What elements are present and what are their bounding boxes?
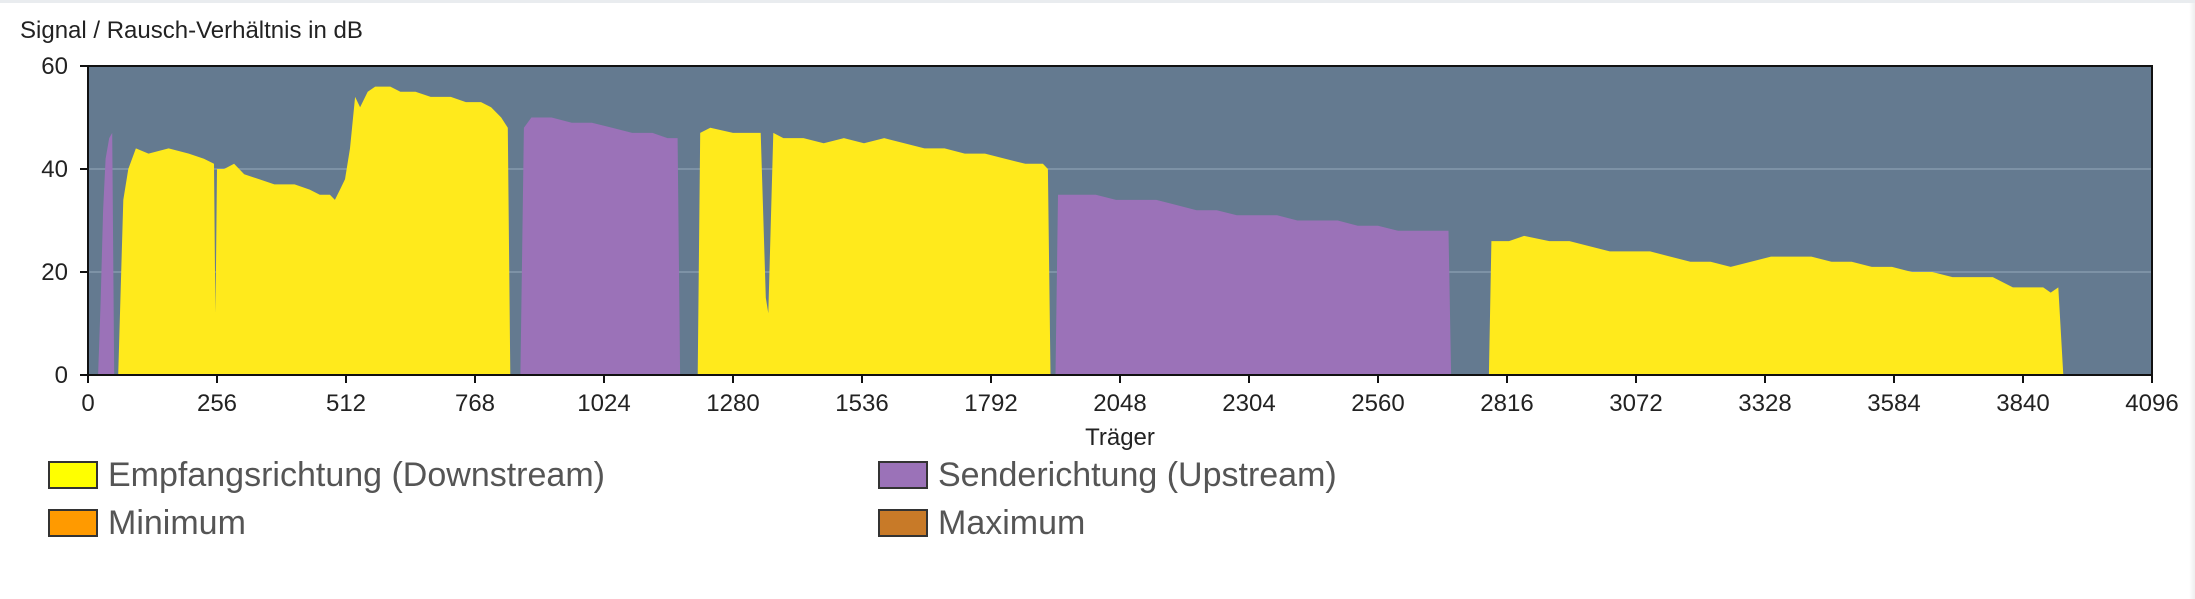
series-upstream-area-3 <box>1055 194 1452 375</box>
legend-item-minimum: Minimum <box>48 503 246 543</box>
series-downstream-area-2 <box>697 127 1051 375</box>
series-upstream-area-1 <box>98 132 115 375</box>
chart-title: Signal / Rausch-Verhältnis in dB <box>20 17 363 44</box>
x-tick-label-3840: 3840 <box>1996 390 2049 417</box>
snr-chart: 0 256 512 768 1024 1280 1536 1792 2048 2304 2560 28… <box>41 53 2178 451</box>
x-tick-label-2304: 2304 <box>1222 390 1275 417</box>
x-axis-label: Träger <box>1085 424 1155 451</box>
y-tick-label-0: 0 <box>55 362 68 389</box>
legend-label-downstream: Empfangsrichtung (Downstream) <box>108 455 605 494</box>
legend-swatch-maximum <box>878 509 928 537</box>
x-tick-label-1280: 1280 <box>706 390 759 417</box>
legend-swatch-minimum <box>48 509 98 537</box>
y-tick-label-40: 40 <box>41 156 68 183</box>
legend-item-upstream: Senderichtung (Upstream) <box>878 455 1337 495</box>
x-tick-label-256: 256 <box>197 390 237 417</box>
legend-item-maximum: Maximum <box>878 503 1085 543</box>
x-tick-label-512: 512 <box>326 390 366 417</box>
x-tick-label-0: 0 <box>81 390 94 417</box>
legend-label-maximum: Maximum <box>938 503 1086 542</box>
x-tick-label-1792: 1792 <box>964 390 1017 417</box>
x-tick-label-2048: 2048 <box>1093 390 1146 417</box>
x-tick-label-4096: 4096 <box>2125 390 2178 417</box>
x-tick-label-3584: 3584 <box>1867 390 1920 417</box>
legend-item-downstream: Empfangsrichtung (Downstream) <box>48 455 605 495</box>
y-tick-label-60: 60 <box>41 53 68 80</box>
x-tick-label-1024: 1024 <box>577 390 630 417</box>
x-tick-label-768: 768 <box>455 390 495 417</box>
y-tick-label-20: 20 <box>41 259 68 286</box>
x-tick-label-1536: 1536 <box>835 390 888 417</box>
x-tick-label-3072: 3072 <box>1609 390 1662 417</box>
legend-swatch-upstream <box>878 461 928 489</box>
legend-swatch-downstream <box>48 461 98 489</box>
series-upstream-area-2 <box>520 117 681 375</box>
window-edge <box>2189 3 2195 599</box>
x-tick-label-3328: 3328 <box>1738 390 1791 417</box>
x-tick-label-2816: 2816 <box>1480 390 1533 417</box>
legend-label-upstream: Senderichtung (Upstream) <box>938 455 1337 494</box>
series-downstream-area-1 <box>118 86 511 375</box>
series-downstream-area-3 <box>1488 235 2064 375</box>
legend-label-minimum: Minimum <box>108 503 246 542</box>
x-tick-label-2560: 2560 <box>1351 390 1404 417</box>
legend: Empfangsrichtung (Downstream) Sendericht… <box>0 455 2195 565</box>
